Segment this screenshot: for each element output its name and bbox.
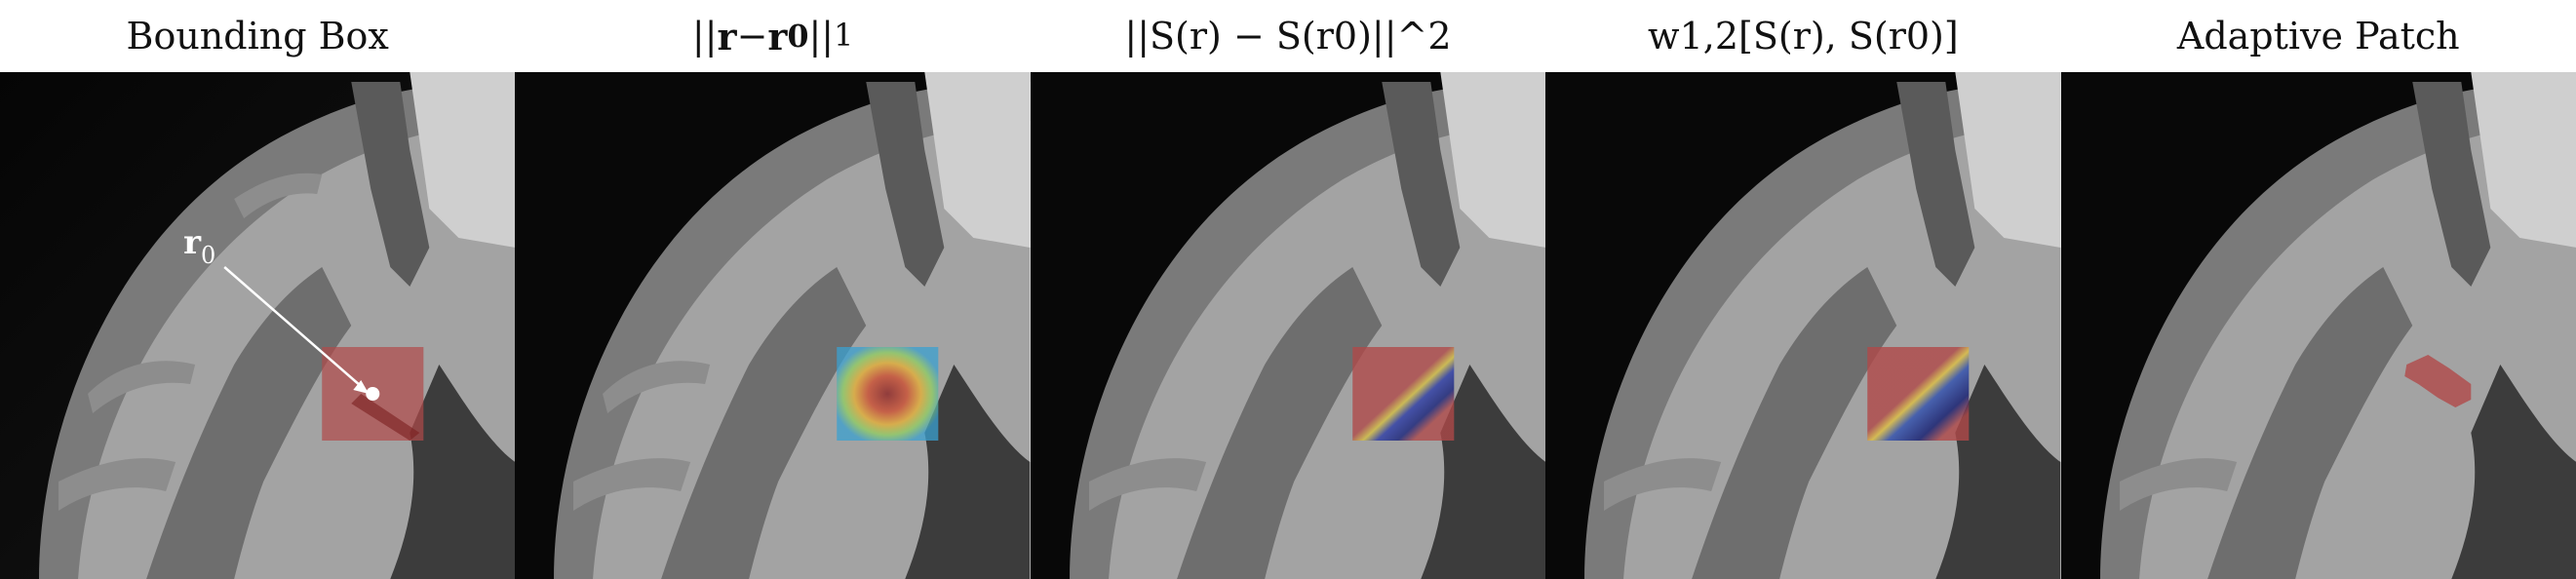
brain-tissue: [554, 72, 1031, 579]
r0-arrow: [223, 266, 380, 401]
mri-image-bounding-box: r0: [0, 72, 516, 579]
panel-title-text: ||S(r) − S(r0)||^2: [1124, 15, 1452, 58]
brain-tissue: [1584, 72, 2061, 579]
panel-title-adaptive-patch: Adaptive Patch: [2061, 0, 2576, 72]
panel-weight: w1,2[S(r), S(r0)]: [1545, 0, 2061, 579]
panel-title-distance: || r − r 0 || 1: [515, 0, 1030, 72]
title-norm-close: ||: [808, 15, 835, 58]
title-r0: r: [767, 14, 788, 58]
adaptive-patch-overlay: [2403, 355, 2471, 407]
panel-title-text: w1,2[S(r), S(r0)]: [1648, 15, 1959, 58]
mri-image-adaptive-patch: [2060, 72, 2576, 579]
panel-title-text: Adaptive Patch: [2176, 15, 2460, 58]
title-norm-open: ||: [691, 15, 718, 58]
mri-image-distance: [515, 72, 1031, 579]
panel-title-text: Bounding Box: [126, 15, 389, 58]
title-r: r: [717, 14, 737, 58]
panel-title-bounding-box: Bounding Box: [0, 0, 515, 72]
title-exponent: 1: [834, 19, 854, 54]
panel-adaptive-patch: Adaptive Patch: [2060, 0, 2576, 579]
distance-heat-overlay: [837, 347, 939, 441]
mri-image-intensity-diff: [1030, 72, 1546, 579]
r0-label: r0: [183, 223, 215, 269]
panel-title-weight: w1,2[S(r), S(r0)]: [1545, 0, 2060, 72]
brain-tissue: [39, 72, 516, 579]
panel-bounding-box: Bounding Box: [0, 0, 516, 579]
weight-heat-overlay: [1867, 347, 1970, 441]
panel-title-intensity-diff: ||S(r) − S(r0)||^2: [1031, 0, 1545, 72]
mri-image-weight: [1545, 72, 2061, 579]
title-r0-sub: 0: [787, 18, 809, 55]
panel-distance: || r − r 0 || 1: [515, 0, 1031, 579]
panel-intensity-diff: ||S(r) − S(r0)||^2: [1030, 0, 1546, 579]
intensity-heat-overlay: [1352, 347, 1455, 441]
brain-tissue: [1069, 72, 1546, 579]
brain-tissue: [2099, 72, 2576, 579]
title-minus: −: [736, 15, 768, 58]
